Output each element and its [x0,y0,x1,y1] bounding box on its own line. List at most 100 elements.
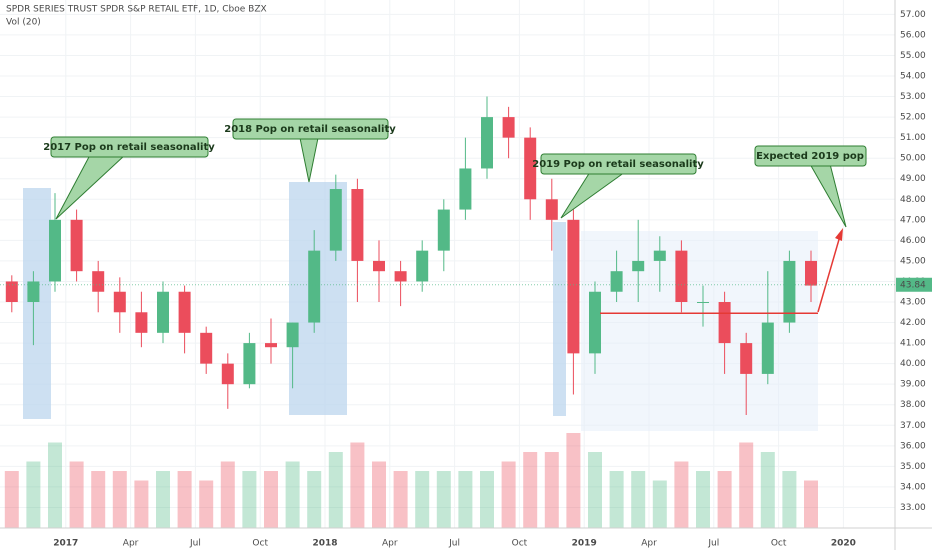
y-tick-label: 39.00 [900,380,926,390]
candle-body [524,137,537,200]
callout-box [232,118,389,140]
candle-body [373,260,385,272]
candle-body [697,302,709,304]
volume-bar [69,461,84,528]
y-tick-label: 51.00 [900,133,926,143]
callout-box [754,145,867,167]
volume-bar [739,442,754,528]
candle-body [200,332,213,364]
volume-bar [588,452,602,528]
candle-body [481,117,493,169]
volume-bar [156,471,170,528]
volume-bar [458,471,473,528]
candle-body [567,219,580,354]
y-tick-label: 41.00 [900,339,926,349]
callout-expected: Expected 2019 pop [754,145,867,228]
y-tick-label: 43.00 [900,298,926,308]
y-tick-label: 55.00 [900,51,926,61]
callout-box [50,136,209,158]
volume-bar [26,461,41,528]
candle-body [761,322,774,374]
volume-bar [264,471,278,528]
candle-body [740,343,753,374]
volume-bar [544,452,559,528]
y-tick-label: 33.00 [900,503,926,513]
callout-2019: 2019 Pop on retail seasonality [532,153,704,219]
volume-bar [307,471,322,528]
y-tick-label: 47.00 [900,215,926,225]
volume-bar [436,471,451,528]
x-tick-label: 2019 [572,539,597,549]
x-tick-label: Oct [512,539,528,549]
candle-body [113,291,126,313]
x-tick-label: Oct [771,539,787,549]
candle-body [70,219,83,272]
last-price-tag [896,277,932,292]
volume-bar [328,452,343,528]
volume-bar [609,471,624,528]
y-tick-label: 53.00 [900,92,926,102]
y-tick-label: 54.00 [900,72,926,82]
y-tick-label: 38.00 [900,400,926,410]
candle-body [437,209,450,251]
candle-body [243,343,256,385]
volume-bar [134,480,149,528]
candle-body [459,168,472,210]
y-tick-label: 42.00 [900,318,926,328]
highlight-2017 [23,188,51,419]
callout-text: 2019 Pop on retail seasonality [532,159,704,170]
x-tick-label: Oct [252,539,268,549]
y-tick-label: 48.00 [900,195,926,205]
callout-2018: 2018 Pop on retail seasonality [224,118,396,183]
candle-body [265,343,277,348]
volume-bar [4,471,19,528]
y-tick-label: 57.00 [900,10,926,20]
candle-body [718,302,731,344]
last-price-label: 43.84 [900,280,926,290]
x-tick-label: Jul [707,539,719,549]
candle-body [286,322,299,348]
arrow-head [835,228,843,241]
candle-body [589,291,601,354]
candle-body [49,219,61,282]
candle-body [653,250,666,261]
profile-range [581,231,818,431]
y-tick-label: 52.00 [900,113,926,123]
y-tick-label: 37.00 [900,421,926,431]
y-tick-label: 36.00 [900,441,926,451]
callout-box [540,153,697,175]
volume-bar [717,471,732,528]
expected-arrow [817,235,841,313]
x-tick-label: 2018 [312,539,337,549]
highlight-2019 [553,222,566,416]
volume-bar [220,461,235,528]
volume-bar [480,471,494,528]
candle-body [351,189,364,261]
candle-body [545,199,558,220]
volume-label: Vol (20) [6,18,41,28]
volume-bar [393,471,408,528]
x-tick-label: Apr [641,539,657,549]
candle-body [610,271,623,292]
x-tick-label: 2020 [831,539,856,549]
y-tick-label: 34.00 [900,482,926,492]
volume-bars [4,433,818,528]
y-tick-label: 45.00 [900,256,926,266]
candle-body [632,260,645,272]
candles [5,96,817,416]
volume-bar [350,442,365,528]
candle-body [502,117,515,138]
y-tick-label: 49.00 [900,174,926,184]
callout-text: Expected 2019 pop [756,151,864,162]
volume-bar [48,442,62,528]
candle-body [135,312,148,333]
y-tick-label: 50.00 [900,154,926,164]
volume-bar [501,461,516,528]
candle-body [394,271,407,282]
volume-bar [242,471,257,528]
volume-bar [760,452,775,528]
callout-2017: 2017 Pop on retail seasonality [43,136,215,220]
volume-bar [696,471,710,528]
volume-bar [112,471,127,528]
